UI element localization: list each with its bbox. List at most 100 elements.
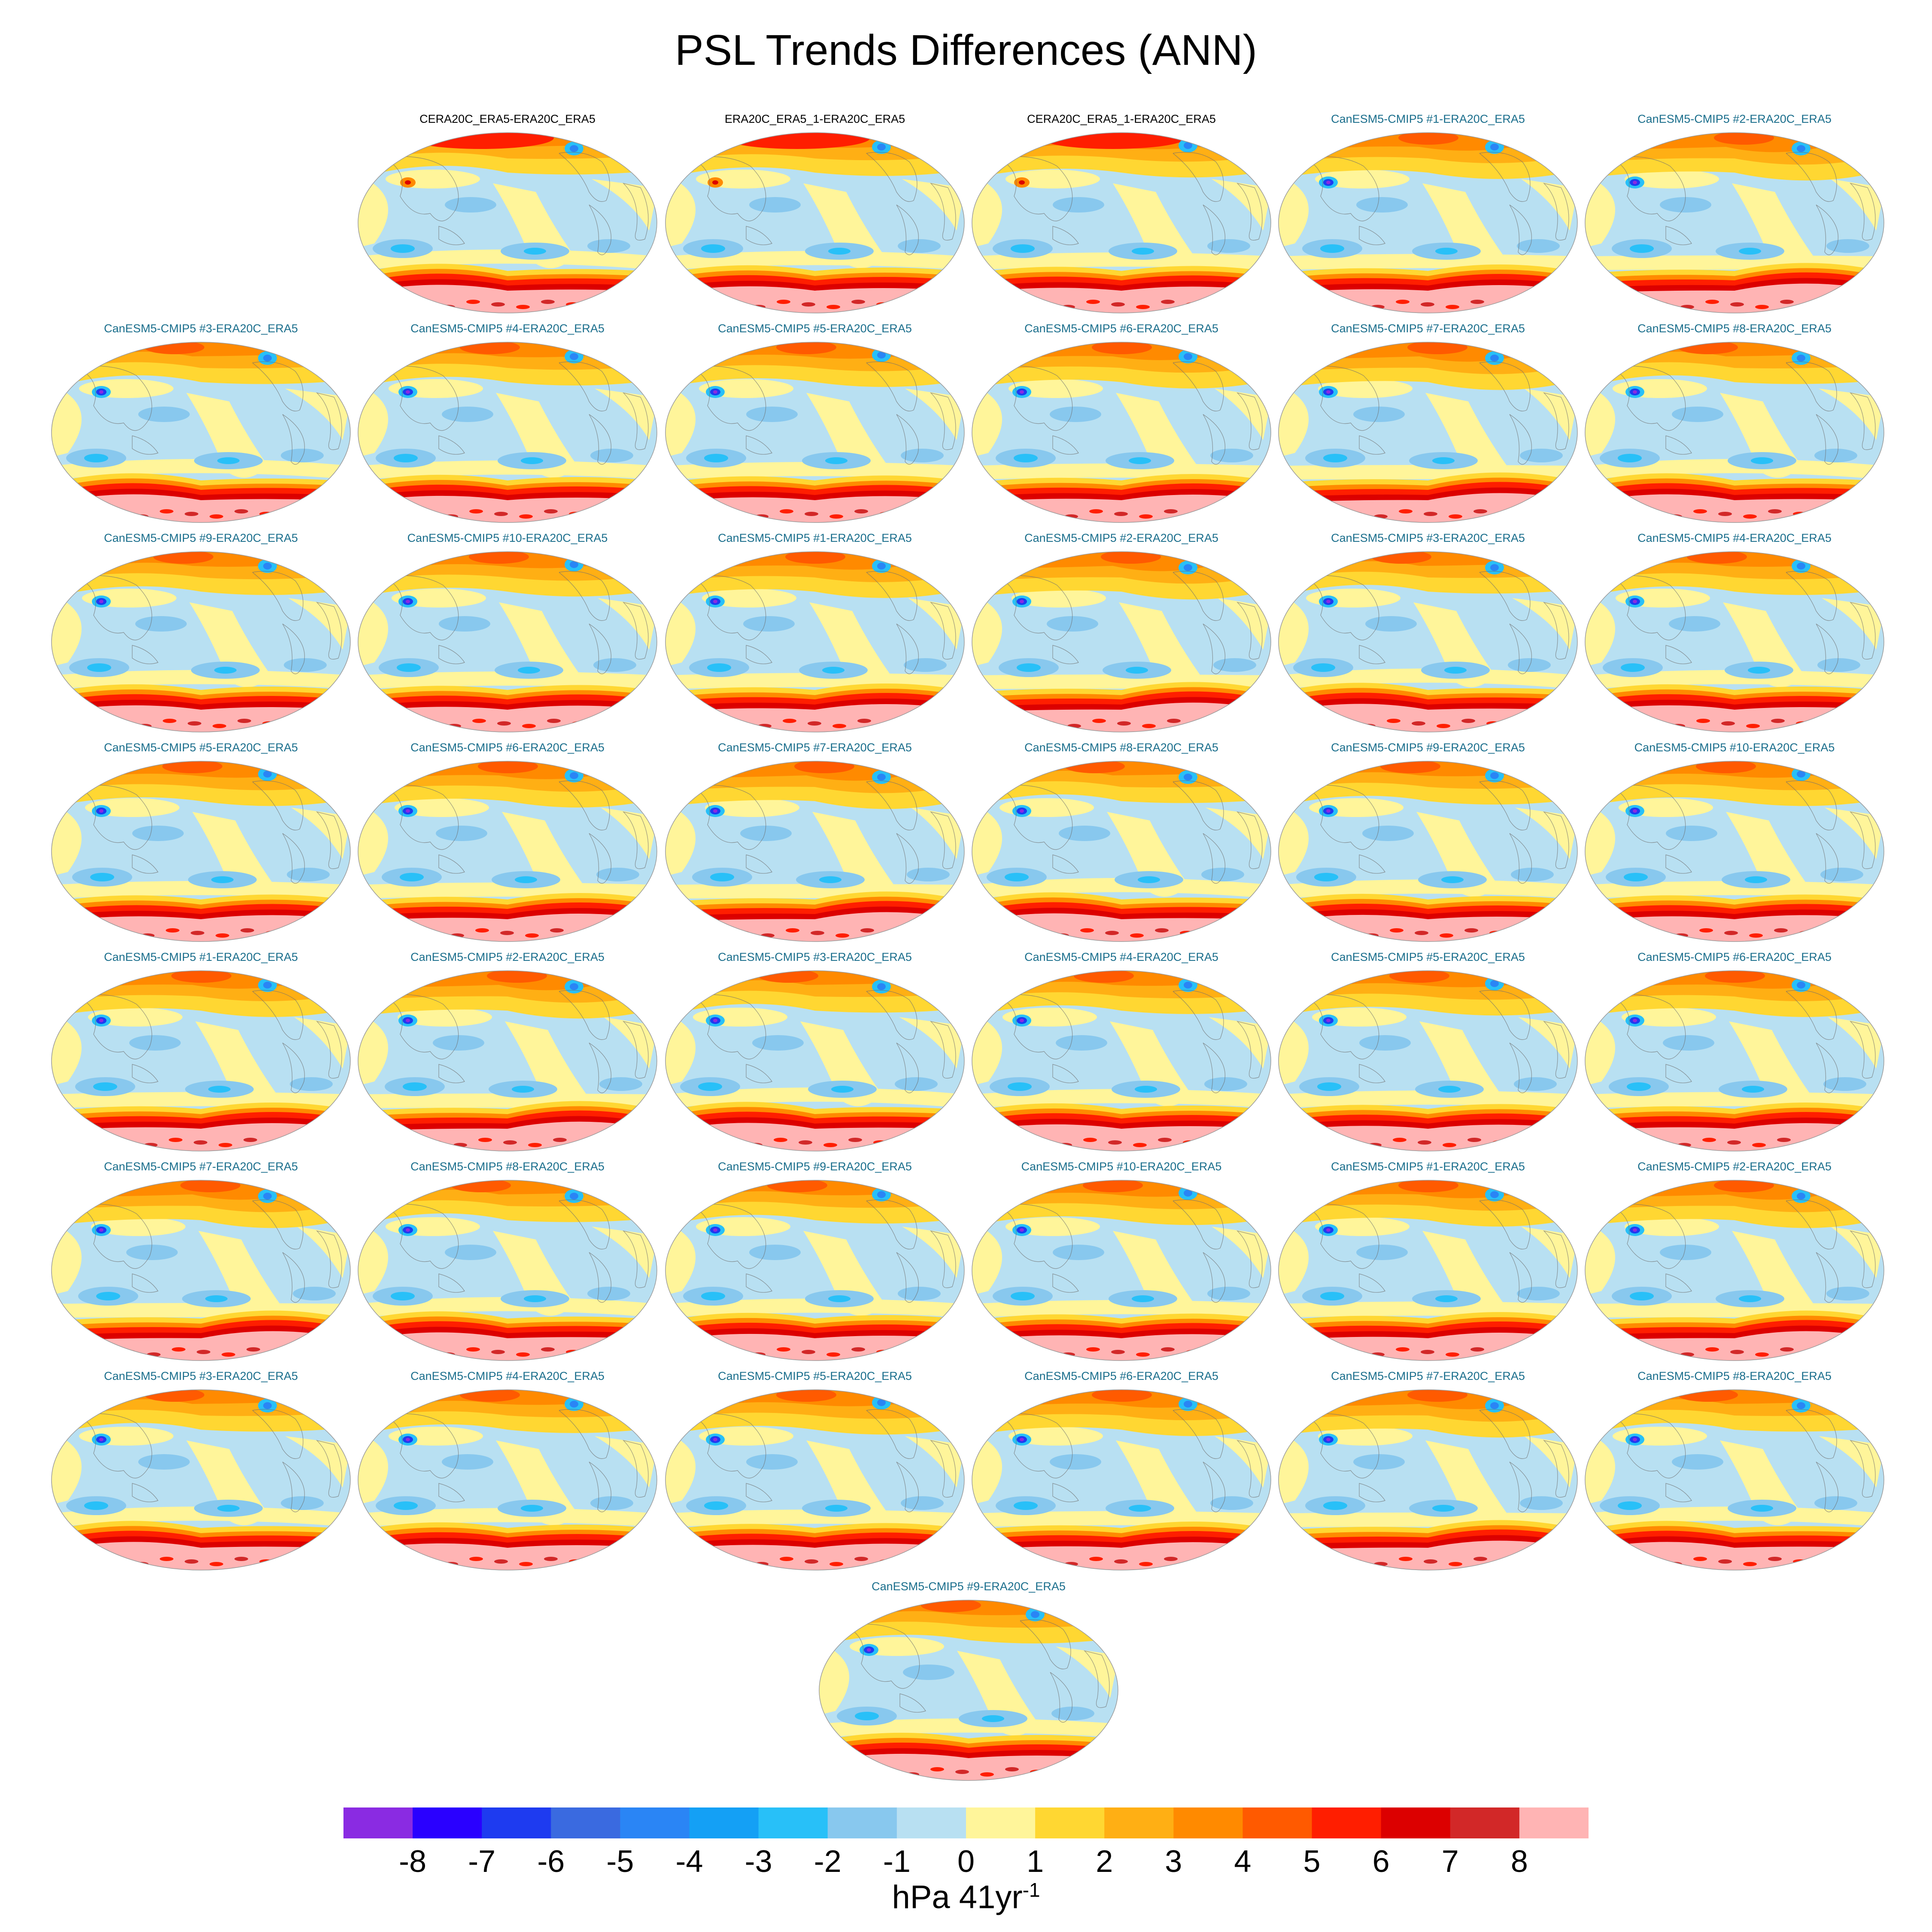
panel-title: CanESM5-CMIP5 #6-ERA20C_ERA5 xyxy=(1024,1370,1218,1382)
global-map xyxy=(51,761,351,942)
colorbar-swatch xyxy=(896,1807,966,1838)
global-map xyxy=(972,551,1271,732)
map-panel: CanESM5-CMIP5 #10-ERA20C_ERA5 xyxy=(357,532,658,733)
map-panel: CanESM5-CMIP5 #8-ERA20C_ERA5 xyxy=(1584,1370,1885,1571)
colorbar-swatch xyxy=(1104,1807,1174,1838)
panel-title: CanESM5-CMIP5 #1-ERA20C_ERA5 xyxy=(104,951,298,963)
colorbar-swatch xyxy=(1381,1807,1451,1838)
global-map xyxy=(665,970,965,1151)
colorbar-swatch xyxy=(1035,1807,1105,1838)
panel-title: CanESM5-CMIP5 #10-ERA20C_ERA5 xyxy=(1021,1160,1222,1173)
panel-title: CanESM5-CMIP5 #3-ERA20C_ERA5 xyxy=(1331,532,1525,544)
map-panel: CanESM5-CMIP5 #4-ERA20C_ERA5 xyxy=(1584,532,1885,733)
map-panel: CanESM5-CMIP5 #3-ERA20C_ERA5 xyxy=(1278,532,1578,733)
map-panel: CERA20C_ERA5_1-ERA20C_ERA5 xyxy=(971,112,1272,314)
map-panel: CanESM5-CMIP5 #10-ERA20C_ERA5 xyxy=(1584,741,1885,943)
panel-title: CanESM5-CMIP5 #5-ERA20C_ERA5 xyxy=(104,741,298,754)
panel-title: CanESM5-CMIP5 #5-ERA20C_ERA5 xyxy=(718,1370,912,1382)
map-panel: CanESM5-CMIP5 #6-ERA20C_ERA5 xyxy=(357,741,658,943)
global-map xyxy=(358,970,657,1151)
panel-title: CanESM5-CMIP5 #4-ERA20C_ERA5 xyxy=(1637,532,1832,544)
colorbar-swatch xyxy=(1173,1807,1243,1838)
global-map xyxy=(358,1389,657,1571)
global-map xyxy=(1278,342,1578,523)
global-map xyxy=(51,551,351,732)
map-panel: CanESM5-CMIP5 #7-ERA20C_ERA5 xyxy=(665,741,965,943)
panel-title: CanESM5-CMIP5 #2-ERA20C_ERA5 xyxy=(1024,532,1218,544)
panel-title: CanESM5-CMIP5 #8-ERA20C_ERA5 xyxy=(410,1160,605,1173)
map-panel: CanESM5-CMIP5 #6-ERA20C_ERA5 xyxy=(971,322,1272,524)
global-map xyxy=(665,132,965,313)
global-map xyxy=(972,1389,1271,1571)
global-map xyxy=(1278,132,1578,313)
map-panel: CanESM5-CMIP5 #9-ERA20C_ERA5 xyxy=(818,1580,1119,1782)
colorbar-tick-label: -4 xyxy=(675,1844,703,1879)
map-panel: CanESM5-CMIP5 #1-ERA20C_ERA5 xyxy=(665,532,965,733)
panel-title: CanESM5-CMIP5 #8-ERA20C_ERA5 xyxy=(1024,741,1218,754)
colorbar-units-label: hPa 41yr-1 xyxy=(0,1878,1932,1916)
global-map xyxy=(1585,551,1884,732)
map-panel: CanESM5-CMIP5 #1-ERA20C_ERA5 xyxy=(1278,1160,1578,1362)
global-map xyxy=(972,761,1271,942)
figure-title: PSL Trends Differences (ANN) xyxy=(674,26,1258,74)
global-map xyxy=(665,551,965,732)
map-panel: CanESM5-CMIP5 #9-ERA20C_ERA5 xyxy=(1278,741,1578,943)
global-map xyxy=(1278,551,1578,732)
panel-title: CanESM5-CMIP5 #9-ERA20C_ERA5 xyxy=(718,1160,912,1173)
map-panel: CanESM5-CMIP5 #5-ERA20C_ERA5 xyxy=(665,1370,965,1571)
colorbar-swatch xyxy=(482,1807,551,1838)
panel-title: CanESM5-CMIP5 #7-ERA20C_ERA5 xyxy=(718,741,912,754)
map-panel: CanESM5-CMIP5 #10-ERA20C_ERA5 xyxy=(971,1160,1272,1362)
map-panel: CanESM5-CMIP5 #9-ERA20C_ERA5 xyxy=(51,532,351,733)
global-map xyxy=(358,551,657,732)
colorbar-tick-label: 5 xyxy=(1303,1844,1321,1879)
map-panel: CanESM5-CMIP5 #5-ERA20C_ERA5 xyxy=(665,322,965,524)
global-map xyxy=(1585,132,1884,313)
map-panel: CanESM5-CMIP5 #2-ERA20C_ERA5 xyxy=(1584,1160,1885,1362)
panel-title: CanESM5-CMIP5 #2-ERA20C_ERA5 xyxy=(1637,1160,1832,1173)
colorbar-swatch xyxy=(413,1807,482,1838)
map-panel: CanESM5-CMIP5 #2-ERA20C_ERA5 xyxy=(971,532,1272,733)
global-map xyxy=(1278,970,1578,1151)
map-panel: CanESM5-CMIP5 #6-ERA20C_ERA5 xyxy=(1584,951,1885,1152)
panel-title: CERA20C_ERA5_1-ERA20C_ERA5 xyxy=(1027,112,1216,125)
colorbar-tick-label: 6 xyxy=(1372,1844,1390,1879)
map-panel: CanESM5-CMIP5 #2-ERA20C_ERA5 xyxy=(357,951,658,1152)
panel-title: CanESM5-CMIP5 #10-ERA20C_ERA5 xyxy=(407,532,608,544)
panel-title: CanESM5-CMIP5 #5-ERA20C_ERA5 xyxy=(1331,951,1525,963)
colorbar-tick-label: 1 xyxy=(1027,1844,1044,1879)
panel-title: CanESM5-CMIP5 #7-ERA20C_ERA5 xyxy=(1331,322,1525,335)
units-superscript: -1 xyxy=(1022,1879,1040,1901)
global-map xyxy=(972,1180,1271,1361)
map-panel: CanESM5-CMIP5 #6-ERA20C_ERA5 xyxy=(971,1370,1272,1571)
global-map xyxy=(1278,1180,1578,1361)
map-panel: ERA20C_ERA5_1-ERA20C_ERA5 xyxy=(665,112,965,314)
colorbar-tick-label: -6 xyxy=(537,1844,565,1879)
map-panel: CanESM5-CMIP5 #5-ERA20C_ERA5 xyxy=(51,741,351,943)
map-panel: CanESM5-CMIP5 #5-ERA20C_ERA5 xyxy=(1278,951,1578,1152)
global-map xyxy=(1585,342,1884,523)
global-map xyxy=(1585,1180,1884,1361)
colorbar-tick-label: -5 xyxy=(606,1844,634,1879)
colorbar-tick-label: -8 xyxy=(399,1844,427,1879)
colorbar-tick-label: -3 xyxy=(744,1844,772,1879)
colorbar-tick-label: 7 xyxy=(1441,1844,1459,1879)
colorbar-tick-label: 3 xyxy=(1165,1844,1182,1879)
colorbar-swatch xyxy=(1312,1807,1382,1838)
panel-title: CERA20C_ERA5-ERA20C_ERA5 xyxy=(419,112,595,125)
global-map xyxy=(358,342,657,523)
panel-title: CanESM5-CMIP5 #8-ERA20C_ERA5 xyxy=(1637,1370,1832,1382)
map-panel: CanESM5-CMIP5 #7-ERA20C_ERA5 xyxy=(1278,322,1578,524)
units-text: hPa 41yr xyxy=(892,1879,1023,1916)
panel-title: CanESM5-CMIP5 #7-ERA20C_ERA5 xyxy=(104,1160,298,1173)
map-panel: CERA20C_ERA5-ERA20C_ERA5 xyxy=(357,112,658,314)
panel-title: CanESM5-CMIP5 #5-ERA20C_ERA5 xyxy=(718,322,912,335)
colorbar-swatch xyxy=(966,1807,1036,1838)
panel-title: CanESM5-CMIP5 #9-ERA20C_ERA5 xyxy=(104,532,298,544)
colorbar xyxy=(343,1807,1589,1838)
map-panel: CanESM5-CMIP5 #7-ERA20C_ERA5 xyxy=(1278,1370,1578,1571)
panel-title: CanESM5-CMIP5 #6-ERA20C_ERA5 xyxy=(410,741,605,754)
global-map xyxy=(665,1389,965,1571)
colorbar-tick-label: 0 xyxy=(957,1844,975,1879)
